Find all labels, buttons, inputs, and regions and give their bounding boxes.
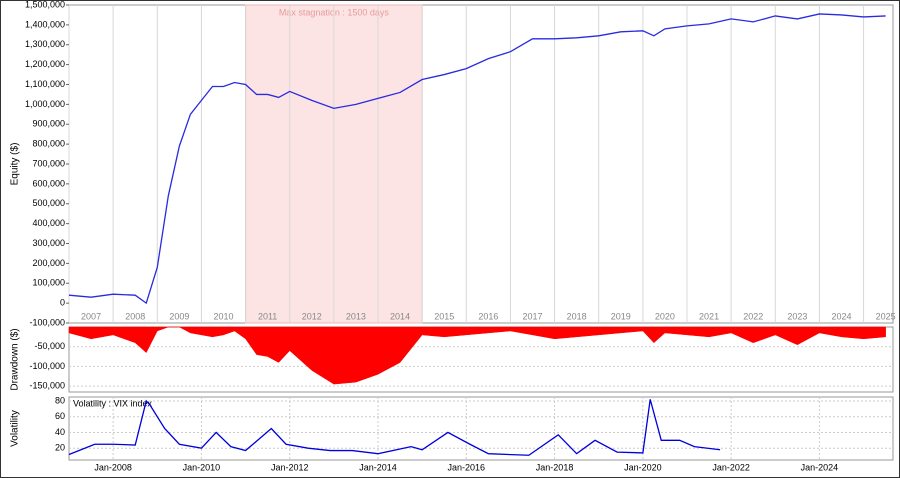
x-tick-label: Jan-2014 bbox=[359, 462, 397, 472]
year-label: 2018 bbox=[567, 311, 587, 321]
y-tick-label: 60 bbox=[55, 411, 65, 421]
y-tick-label: 100,000 bbox=[32, 278, 65, 288]
x-tick-label: Jan-2008 bbox=[94, 462, 132, 472]
y-tick-label: 800,000 bbox=[32, 139, 65, 149]
y-tick-label: 0 bbox=[60, 298, 65, 308]
x-tick-label: Jan-2010 bbox=[183, 462, 221, 472]
y-tick-label: 40 bbox=[55, 427, 65, 437]
y-tick-label: -50,000 bbox=[34, 341, 65, 351]
y-axis-label: Drawdown ($) bbox=[10, 328, 21, 390]
x-tick-label: Jan-2024 bbox=[801, 462, 839, 472]
y-tick-label: 200,000 bbox=[32, 258, 65, 268]
year-label: 2023 bbox=[787, 311, 807, 321]
year-label: 2024 bbox=[831, 311, 851, 321]
y-tick-label: 400,000 bbox=[32, 218, 65, 228]
y-tick-label: -150,000 bbox=[29, 380, 65, 390]
y-tick-label: 500,000 bbox=[32, 198, 65, 208]
y-tick-label: 1,300,000 bbox=[25, 39, 65, 49]
y-tick-label: 80 bbox=[55, 395, 65, 405]
y-tick-label: 300,000 bbox=[32, 238, 65, 248]
year-label: 2012 bbox=[302, 311, 322, 321]
drawdown-area bbox=[68, 326, 886, 385]
year-label: 2025 bbox=[876, 311, 896, 321]
year-label: 2014 bbox=[390, 311, 410, 321]
year-label: 2008 bbox=[125, 311, 145, 321]
y-tick-label: -100,000 bbox=[29, 317, 65, 327]
x-tick-label: Jan-2012 bbox=[271, 462, 309, 472]
y-tick-label: 1,500,000 bbox=[25, 0, 65, 9]
x-tick-label: Jan-2016 bbox=[448, 462, 486, 472]
y-tick-label: 1,400,000 bbox=[25, 19, 65, 29]
y-tick-label: 700,000 bbox=[32, 158, 65, 168]
y-tick-label: 1,200,000 bbox=[25, 59, 65, 69]
x-tick-label: Jan-2022 bbox=[712, 462, 750, 472]
year-label: 2016 bbox=[478, 311, 498, 321]
x-tick-label: Jan-2018 bbox=[536, 462, 574, 472]
year-label: 2020 bbox=[655, 311, 675, 321]
y-tick-label: 900,000 bbox=[32, 119, 65, 129]
year-label: 2011 bbox=[258, 311, 277, 321]
series-line bbox=[68, 399, 721, 456]
year-label: 2022 bbox=[743, 311, 763, 321]
legend: Volatility : VIX index bbox=[73, 398, 153, 408]
year-label: 2007 bbox=[81, 311, 101, 321]
y-tick-label: 1,000,000 bbox=[25, 99, 65, 109]
plot-area bbox=[68, 4, 894, 324]
year-label: 2017 bbox=[522, 311, 542, 321]
y-axis-label: Volatility bbox=[10, 410, 21, 447]
year-label: 2019 bbox=[611, 311, 631, 321]
x-tick-label: Jan-2020 bbox=[624, 462, 662, 472]
year-label: 2010 bbox=[213, 311, 233, 321]
year-label: 2021 bbox=[699, 311, 719, 321]
y-tick-label: 20 bbox=[55, 443, 65, 453]
year-label: 2009 bbox=[169, 311, 189, 321]
y-tick-label: -100,000 bbox=[29, 361, 65, 371]
y-axis-label: Equity ($) bbox=[10, 143, 21, 186]
y-tick-label: 600,000 bbox=[32, 178, 65, 188]
series-line bbox=[68, 13, 886, 305]
y-tick-label: 1,100,000 bbox=[25, 79, 65, 89]
year-label: 2013 bbox=[346, 311, 366, 321]
year-label: 2015 bbox=[434, 311, 454, 321]
